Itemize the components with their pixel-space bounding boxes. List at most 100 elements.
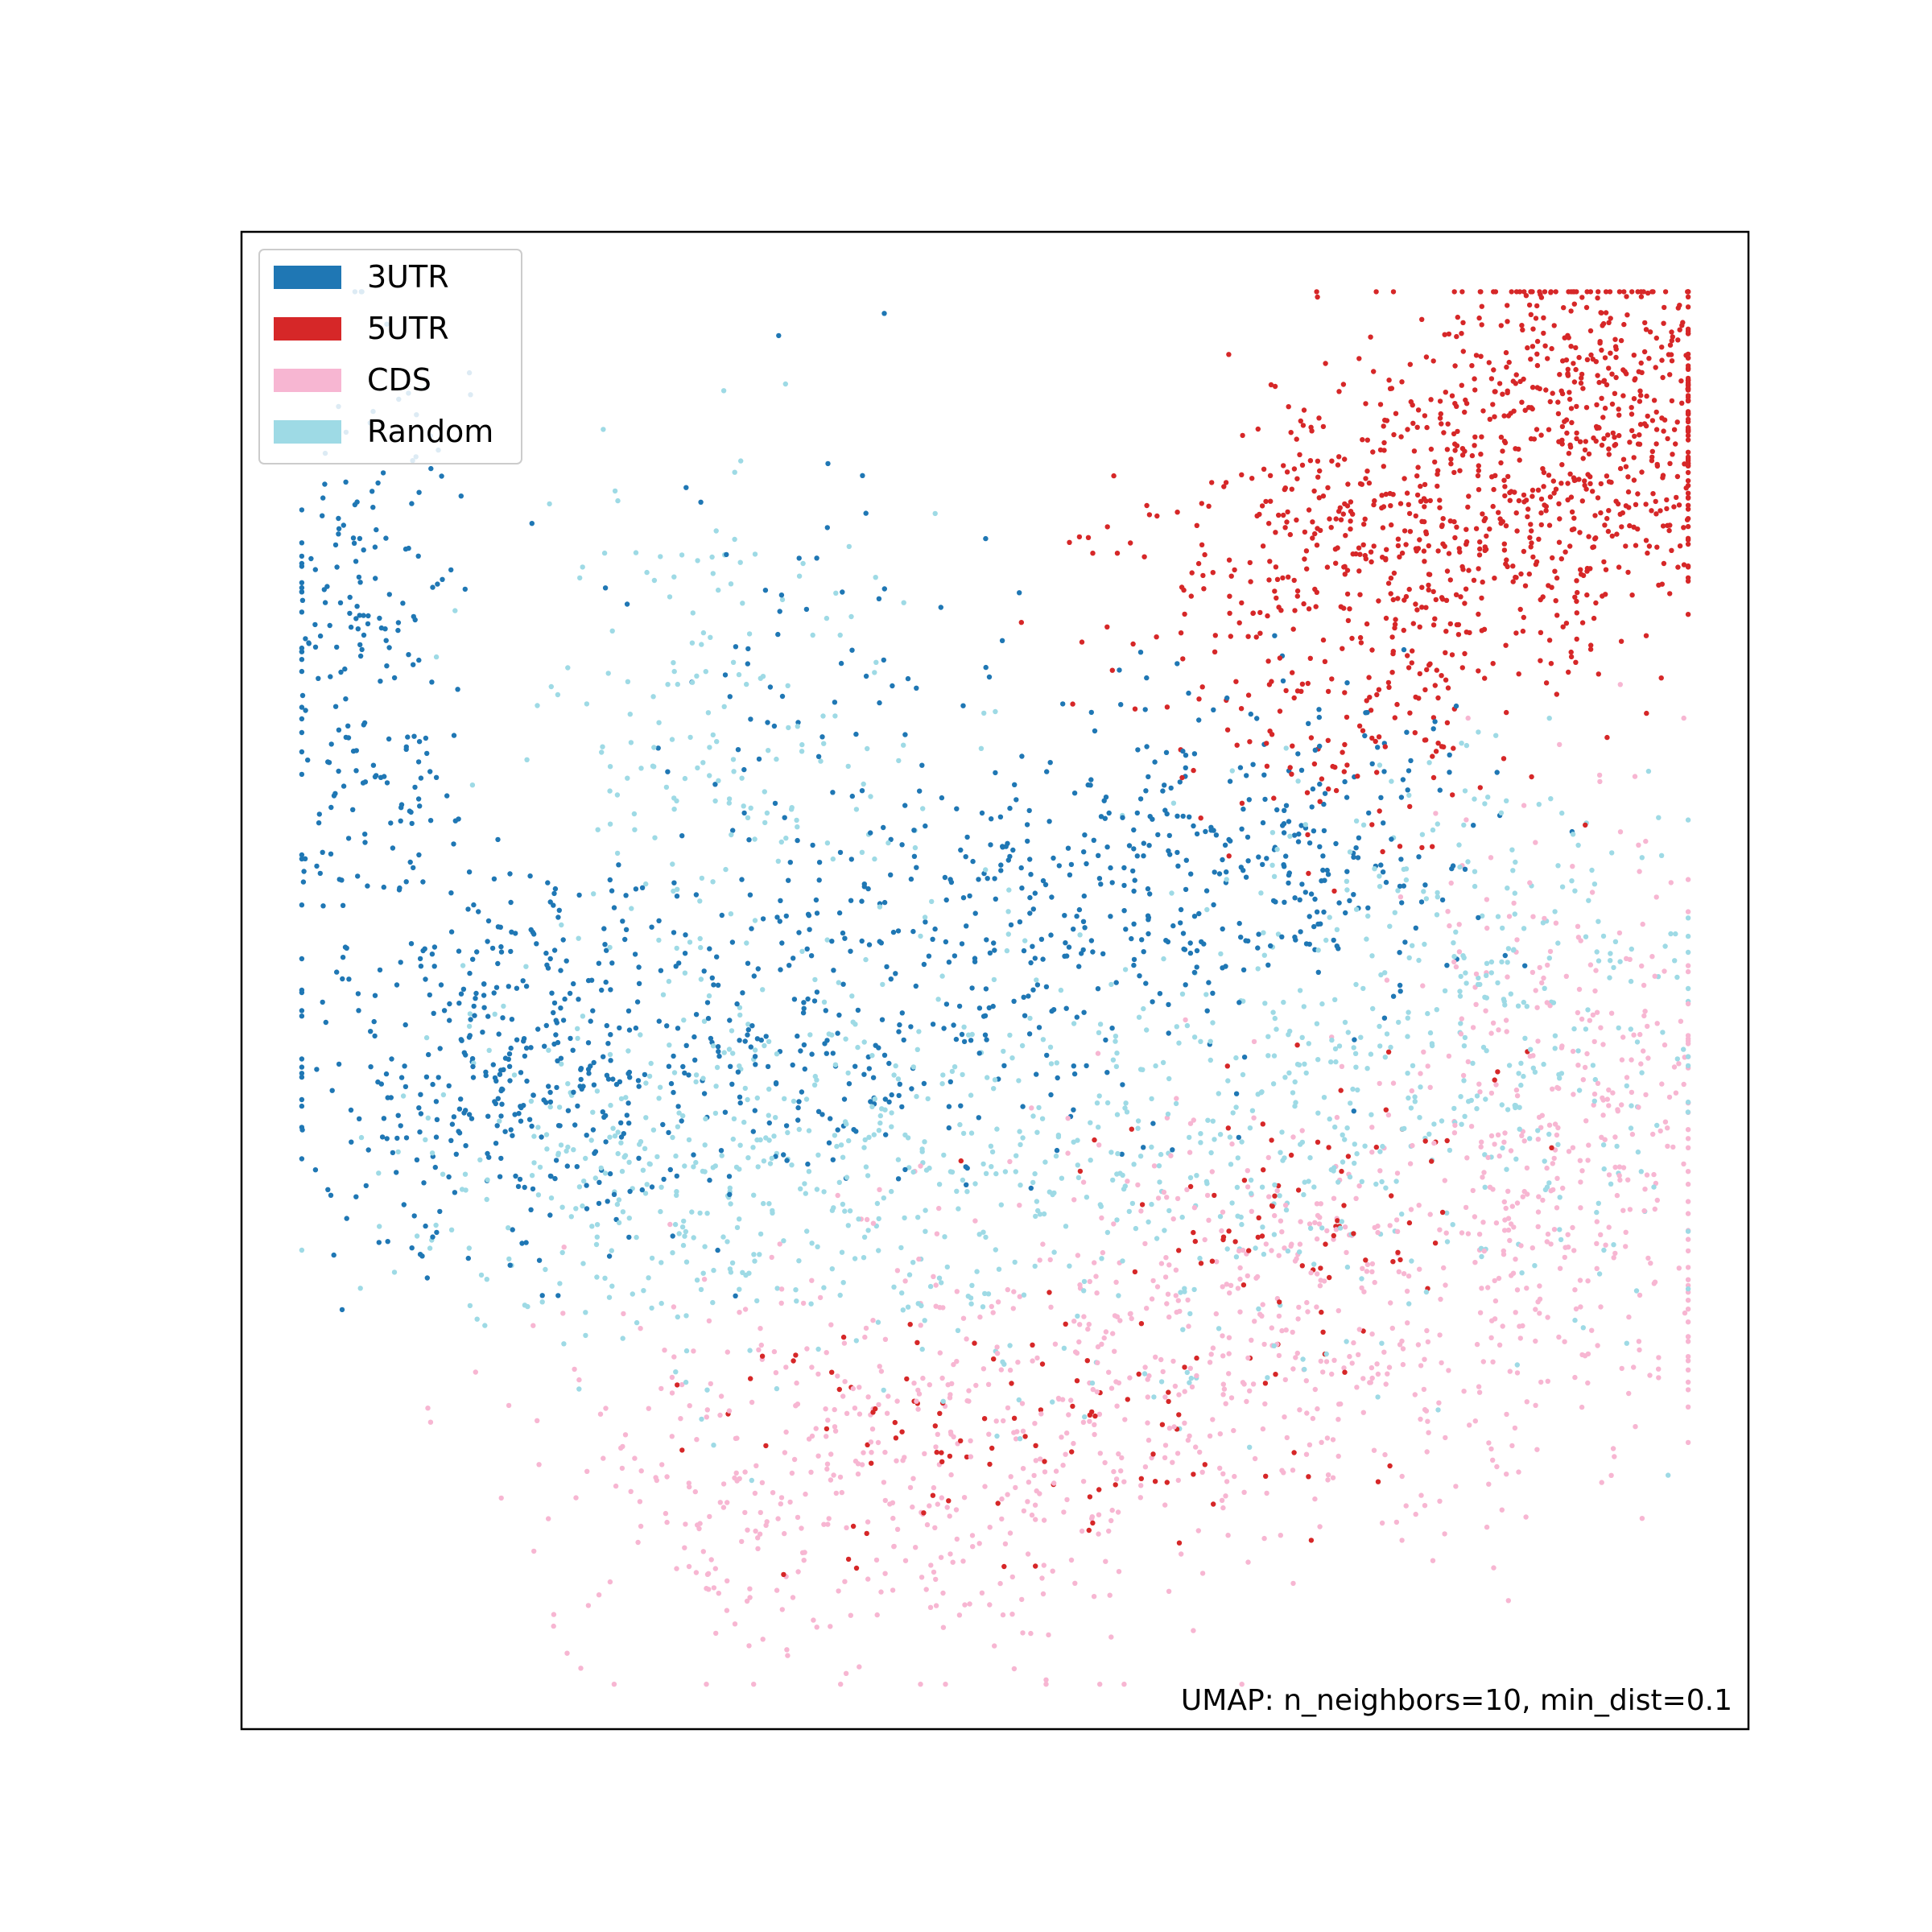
scatter-point-cds bbox=[1245, 1355, 1251, 1361]
scatter-point-3utr bbox=[1283, 853, 1289, 859]
scatter-point-3utr bbox=[481, 1005, 487, 1010]
scatter-point-cds bbox=[1576, 986, 1583, 993]
scatter-point-3utr bbox=[992, 876, 997, 881]
scatter-point-random bbox=[1459, 741, 1464, 746]
scatter-point-random bbox=[599, 749, 605, 755]
scatter-point-random bbox=[1685, 985, 1691, 992]
scatter-point-3utr bbox=[1060, 701, 1066, 707]
scatter-point-5utr bbox=[1459, 665, 1466, 671]
scatter-point-cds bbox=[696, 1525, 702, 1532]
scatter-point-cds bbox=[1615, 1108, 1621, 1114]
scatter-point-cds bbox=[1000, 1612, 1006, 1618]
scatter-point-cds bbox=[1394, 1170, 1401, 1176]
scatter-point-random bbox=[1504, 798, 1509, 803]
scatter-point-cds bbox=[1349, 1360, 1355, 1366]
scatter-point-cds bbox=[1643, 838, 1649, 844]
scatter-point-random bbox=[1255, 966, 1261, 972]
scatter-point-cds bbox=[1043, 1677, 1049, 1682]
scatter-point-3utr bbox=[959, 1031, 965, 1038]
scatter-point-5utr bbox=[1448, 461, 1454, 467]
scatter-point-random bbox=[697, 1210, 703, 1216]
scatter-point-random bbox=[1569, 878, 1575, 884]
scatter-point-3utr bbox=[320, 849, 325, 856]
scatter-point-random bbox=[1135, 1118, 1141, 1124]
scatter-point-random bbox=[565, 1144, 571, 1150]
scatter-point-3utr bbox=[512, 1112, 518, 1117]
scatter-point-5utr bbox=[1285, 509, 1290, 515]
scatter-point-5utr bbox=[1442, 332, 1447, 337]
scatter-point-cds bbox=[1097, 1682, 1103, 1687]
scatter-point-cds bbox=[902, 1278, 908, 1284]
scatter-point-3utr bbox=[607, 1170, 613, 1177]
scatter-point-random bbox=[565, 1081, 571, 1087]
scatter-point-random bbox=[944, 1264, 951, 1270]
scatter-point-3utr bbox=[1146, 917, 1151, 923]
scatter-point-5utr bbox=[1685, 429, 1691, 435]
scatter-point-3utr bbox=[998, 868, 1004, 873]
scatter-point-random bbox=[1306, 1179, 1311, 1184]
scatter-point-5utr bbox=[1178, 630, 1184, 636]
scatter-point-cds bbox=[1220, 1471, 1226, 1477]
scatter-point-random bbox=[1499, 1102, 1505, 1108]
scatter-point-3utr bbox=[321, 587, 327, 592]
scatter-point-5utr bbox=[1517, 378, 1523, 385]
scatter-point-random bbox=[1327, 914, 1332, 920]
scatter-point-5utr bbox=[781, 1571, 786, 1578]
scatter-point-random bbox=[843, 1036, 848, 1042]
scatter-point-3utr bbox=[431, 944, 438, 950]
scatter-point-5utr bbox=[1629, 405, 1634, 411]
scatter-point-5utr bbox=[1444, 1137, 1450, 1144]
scatter-point-3utr bbox=[1416, 854, 1422, 860]
scatter-point-random bbox=[1350, 1086, 1356, 1092]
scatter-point-3utr bbox=[899, 1104, 905, 1110]
scatter-point-3utr bbox=[914, 865, 919, 870]
scatter-point-3utr bbox=[485, 1113, 491, 1119]
scatter-point-random bbox=[1282, 1075, 1288, 1080]
scatter-point-5utr bbox=[1356, 545, 1362, 551]
scatter-point-cds bbox=[1476, 1232, 1483, 1237]
scatter-point-cds bbox=[824, 1461, 831, 1467]
scatter-point-5utr bbox=[1460, 567, 1466, 572]
scatter-point-5utr bbox=[1309, 428, 1315, 434]
scatter-point-5utr bbox=[1225, 1125, 1232, 1131]
scatter-point-cds bbox=[778, 1501, 783, 1507]
scatter-point-random bbox=[978, 745, 985, 751]
scatter-point-3utr bbox=[1100, 951, 1106, 957]
scatter-point-cds bbox=[1096, 1531, 1101, 1537]
scatter-point-5utr bbox=[1360, 1328, 1366, 1334]
scatter-point-cds bbox=[1685, 1339, 1691, 1344]
scatter-point-random bbox=[1536, 802, 1542, 807]
scatter-point-cds bbox=[1266, 1194, 1272, 1199]
scatter-point-random bbox=[873, 659, 879, 665]
scatter-point-3utr bbox=[434, 1229, 440, 1236]
scatter-point-cds bbox=[890, 1515, 896, 1521]
scatter-point-cds bbox=[1279, 1327, 1285, 1334]
scatter-point-5utr bbox=[1620, 510, 1626, 516]
scatter-point-5utr bbox=[1567, 390, 1572, 395]
scatter-point-cds bbox=[669, 1390, 675, 1396]
scatter-point-random bbox=[949, 1068, 956, 1075]
scatter-point-3utr bbox=[542, 1043, 547, 1049]
scatter-point-3utr bbox=[674, 894, 680, 899]
scatter-point-5utr bbox=[1345, 617, 1352, 624]
scatter-point-cds bbox=[724, 1578, 730, 1584]
scatter-point-random bbox=[440, 1171, 446, 1177]
scatter-point-3utr bbox=[378, 625, 385, 631]
scatter-point-random bbox=[837, 1292, 843, 1298]
scatter-point-cds bbox=[1191, 1628, 1196, 1633]
scatter-point-cds bbox=[882, 1336, 889, 1343]
scatter-point-cds bbox=[1372, 1224, 1377, 1231]
scatter-point-random bbox=[581, 1179, 587, 1184]
scatter-point-3utr bbox=[708, 1035, 714, 1042]
scatter-point-3utr bbox=[914, 685, 919, 691]
scatter-point-cds bbox=[1479, 1286, 1484, 1291]
scatter-point-cds bbox=[1260, 1426, 1266, 1432]
scatter-point-5utr bbox=[1227, 610, 1232, 616]
scatter-point-cds bbox=[1443, 1435, 1448, 1441]
scatter-point-random bbox=[1451, 940, 1456, 946]
scatter-point-random bbox=[1096, 1125, 1101, 1130]
scatter-point-5utr bbox=[1525, 514, 1530, 520]
scatter-point-3utr bbox=[498, 1155, 504, 1162]
scatter-point-random bbox=[1081, 1278, 1088, 1285]
scatter-point-cds bbox=[1066, 1412, 1071, 1418]
